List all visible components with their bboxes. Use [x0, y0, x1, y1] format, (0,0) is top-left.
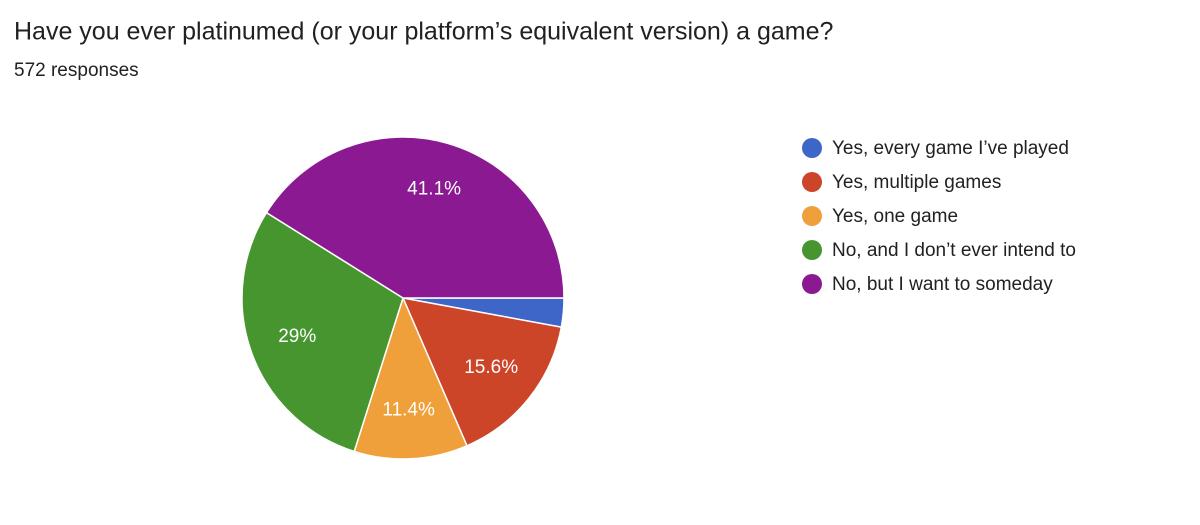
legend-label: Yes, multiple games	[832, 172, 1001, 193]
slice-label: 41.1%	[407, 179, 461, 200]
legend-label: No, but I want to someday	[832, 274, 1053, 295]
chart-title: Have you ever platinumed (or your platfo…	[14, 18, 833, 46]
slice-label: 15.6%	[464, 357, 518, 378]
legend-label: Yes, one game	[832, 206, 958, 227]
pie-slice	[353, 295, 468, 460]
chart-subtitle: 572 responses	[14, 60, 139, 81]
legend-label: No, and I don’t ever intend to	[832, 240, 1076, 261]
slice-label: 29%	[278, 326, 316, 347]
pie-slice	[241, 211, 404, 453]
slice-label: 11.4%	[382, 400, 435, 421]
legend-swatch	[802, 274, 822, 294]
pie-slice	[265, 136, 565, 299]
legend-swatch	[802, 206, 822, 226]
pie-slice	[401, 297, 563, 447]
legend-swatch	[802, 138, 822, 158]
legend-swatch	[802, 172, 822, 192]
legend-swatch	[802, 240, 822, 260]
legend-label: Yes, every game I’ve played	[832, 138, 1069, 159]
